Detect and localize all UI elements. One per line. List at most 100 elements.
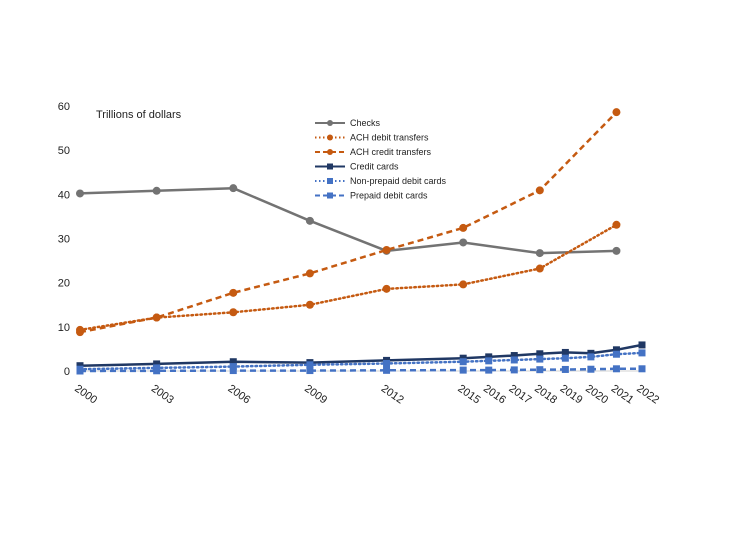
- data-point: [229, 367, 237, 375]
- data-point: [306, 367, 314, 375]
- data-point: [510, 356, 518, 364]
- legend-label: ACH debit transfers: [350, 133, 429, 143]
- data-point: [485, 366, 493, 374]
- data-point: [382, 245, 391, 254]
- data-point: [612, 220, 621, 229]
- data-point: [535, 249, 544, 258]
- x-tick-label: 2012: [379, 383, 406, 407]
- legend-label: Checks: [350, 118, 381, 128]
- data-point: [383, 366, 391, 374]
- data-point: [638, 349, 646, 357]
- data-point: [535, 186, 544, 195]
- legend-marker: [327, 163, 333, 170]
- legend-label: Prepaid debit cards: [350, 191, 428, 201]
- legend-marker: [327, 134, 333, 141]
- data-point: [459, 238, 468, 247]
- data-point: [305, 269, 314, 278]
- data-point: [485, 357, 493, 365]
- data-point: [76, 362, 84, 370]
- y-tick-label: 10: [58, 322, 70, 334]
- series-layer: [76, 108, 646, 375]
- y-tick-label: 40: [58, 189, 70, 201]
- data-point: [561, 348, 569, 356]
- data-point: [459, 280, 468, 289]
- data-point: [536, 366, 544, 374]
- data-point: [76, 328, 84, 337]
- data-point: [76, 367, 84, 375]
- data-point: [587, 353, 595, 361]
- series-line: [78, 223, 618, 332]
- series-0: [76, 184, 621, 258]
- data-point: [510, 366, 518, 374]
- x-tick-label: 2019: [558, 383, 585, 407]
- data-point: [612, 246, 621, 255]
- legend-item: Checks: [315, 118, 381, 128]
- data-point: [153, 360, 161, 368]
- x-tick-label: 2017: [507, 383, 534, 407]
- data-point: [587, 365, 595, 373]
- data-point: [536, 355, 544, 363]
- x-tick-label: 2000: [72, 383, 99, 407]
- legend-marker: [327, 192, 333, 199]
- data-point: [612, 365, 620, 373]
- data-point: [535, 264, 544, 273]
- y-tick-label: 20: [58, 278, 70, 290]
- x-tick-label: 2022: [634, 383, 661, 407]
- x-tick-label: 2009: [302, 383, 329, 407]
- series-4: [76, 349, 646, 373]
- data-point: [561, 354, 569, 362]
- series-5: [76, 365, 646, 375]
- data-point: [229, 358, 237, 366]
- data-point: [459, 358, 467, 366]
- data-point: [638, 365, 646, 373]
- x-tick-label: 2021: [609, 383, 636, 407]
- data-point: [587, 349, 595, 357]
- x-tick-label: 2003: [149, 383, 176, 407]
- legend-item: Credit cards: [315, 162, 399, 172]
- series-line: [79, 343, 643, 367]
- data-point: [638, 341, 646, 349]
- y-tick-label: 0: [64, 366, 70, 378]
- data-point: [382, 284, 391, 293]
- series-2: [76, 108, 621, 337]
- data-point: [459, 223, 468, 232]
- x-tick-label: 2020: [583, 383, 610, 407]
- x-tick-label: 2018: [532, 383, 559, 407]
- legend-item: Prepaid debit cards: [315, 191, 428, 201]
- legend-item: ACH credit transfers: [315, 147, 432, 157]
- legend-item: ACH debit transfers: [315, 133, 429, 143]
- y-axis-ticks: 0 10 20 30 40 50 60: [58, 101, 70, 378]
- data-point: [510, 352, 518, 360]
- series-line: [79, 186, 617, 255]
- legend: Checks ACH debit transfers ACH credit tran…: [315, 118, 447, 201]
- data-point: [612, 108, 621, 117]
- y-tick-label: 50: [58, 145, 70, 157]
- series-line: [79, 111, 618, 334]
- legend-label: Credit cards: [350, 162, 399, 172]
- y-tick-label: 30: [58, 234, 70, 246]
- data-point: [536, 350, 544, 358]
- data-point: [459, 366, 467, 374]
- data-point: [229, 363, 237, 371]
- legend-marker: [327, 178, 333, 184]
- legend-marker: [327, 149, 333, 155]
- data-point: [612, 350, 620, 358]
- data-point: [305, 216, 314, 225]
- data-point: [152, 313, 161, 322]
- data-point: [229, 288, 238, 297]
- data-point: [153, 367, 161, 375]
- data-point: [485, 353, 493, 361]
- legend-label: Non-prepaid debit cards: [350, 176, 447, 186]
- unit-label: Trillions of dollars: [96, 109, 182, 121]
- legend-marker: [327, 120, 333, 126]
- data-point: [459, 354, 467, 362]
- data-point: [612, 346, 620, 354]
- data-point: [229, 184, 238, 193]
- x-axis-ticks: 2000 2003 2006 2009 2012 20152016201720182019…: [72, 383, 661, 407]
- data-point: [305, 300, 314, 309]
- x-tick-label: 2015: [455, 383, 482, 407]
- data-point: [383, 359, 391, 367]
- y-tick-label: 60: [58, 101, 70, 113]
- legend-item: Non-prepaid debit cards: [315, 176, 447, 186]
